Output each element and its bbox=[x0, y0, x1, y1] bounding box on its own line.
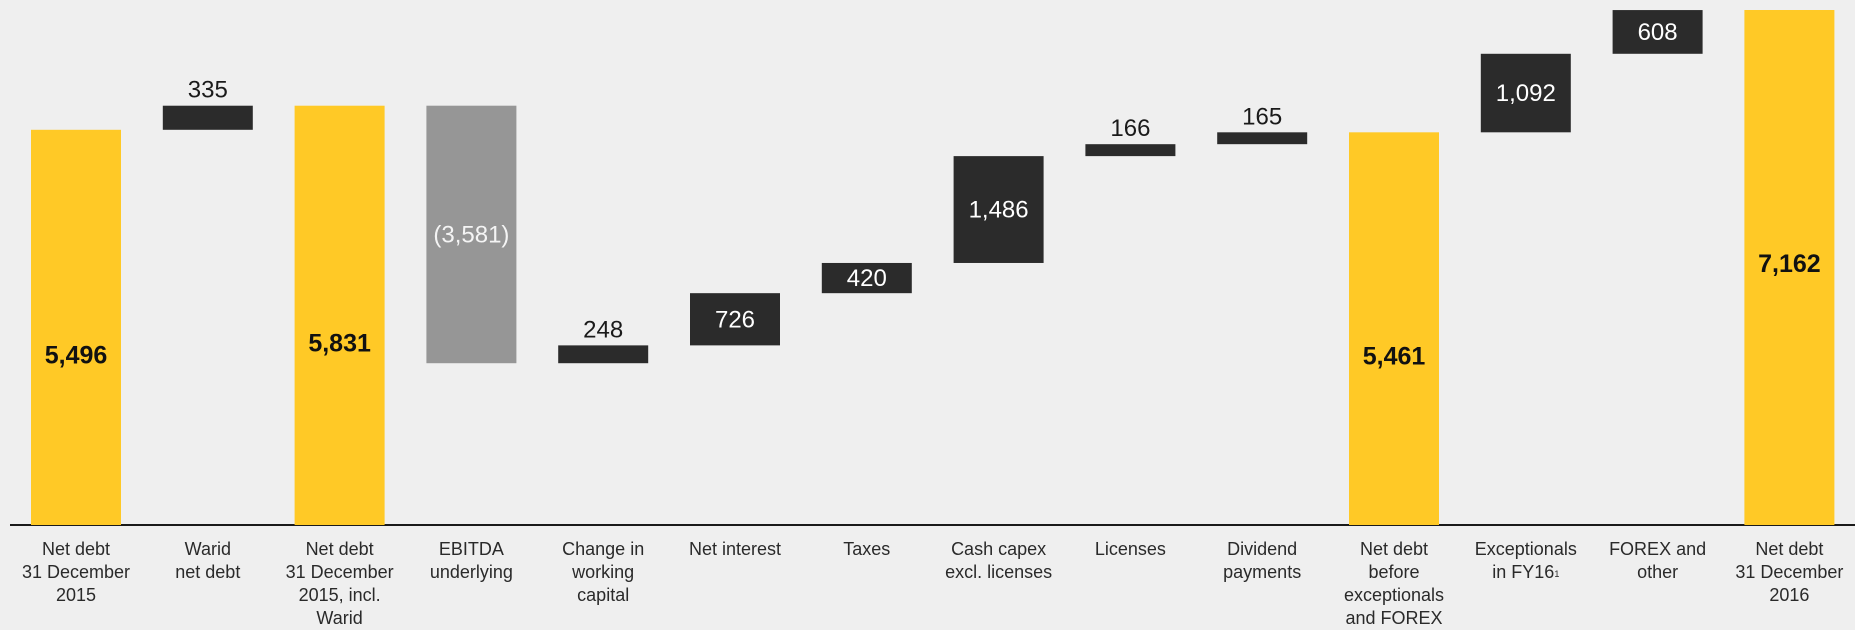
category-label: Licenses bbox=[1094, 539, 1166, 559]
bar-increase bbox=[1480, 53, 1571, 133]
bar-value-label: 166 bbox=[1110, 115, 1150, 142]
bar-increase bbox=[821, 262, 912, 294]
category-label: Net interest bbox=[688, 539, 782, 559]
bar-value-label: 7,162 bbox=[1758, 250, 1821, 278]
bar-total bbox=[294, 105, 385, 525]
bar-increase bbox=[690, 293, 780, 346]
bar-value-label: 420 bbox=[847, 265, 887, 292]
bar-value-label: 1,486 bbox=[969, 197, 1029, 224]
category-label: FOREX and other bbox=[1609, 539, 1707, 582]
category-label: Exceptionals in FY161 bbox=[1474, 539, 1577, 582]
category-label: Net debt 31 December 2015, incl. Warid bbox=[285, 539, 394, 628]
bar-increase bbox=[162, 105, 253, 130]
category-label: Warid net debt bbox=[175, 539, 241, 582]
bar-value-label: 248 bbox=[583, 316, 623, 343]
category-label: Net debt 31 December 2016 bbox=[1735, 539, 1844, 605]
bar-increase bbox=[558, 345, 649, 364]
bar-total bbox=[1349, 132, 1439, 525]
bar-value-label: (3,581) bbox=[433, 221, 509, 248]
bar-value-label: 165 bbox=[1242, 103, 1282, 130]
bar-value-label: 5,831 bbox=[308, 329, 371, 357]
category-label: Cash capex excl. licenses bbox=[945, 539, 1053, 582]
bar-increase bbox=[1217, 132, 1308, 145]
category-label: Net debt 31 December 2015 bbox=[21, 539, 131, 605]
bar-value-label: 726 bbox=[715, 306, 755, 333]
category-label: Net debt before exceptionals and FOREX bbox=[1343, 539, 1445, 628]
bar-total bbox=[1744, 10, 1835, 525]
category-label: Change in working capital bbox=[562, 539, 645, 605]
category-label: EBITDA underlying bbox=[429, 539, 513, 582]
bar-value-label: 1,092 bbox=[1496, 80, 1556, 107]
bar-value-label: 608 bbox=[1638, 19, 1678, 46]
bar-value-label: 335 bbox=[188, 77, 228, 104]
bar-increase bbox=[953, 156, 1044, 263]
bar-decrease bbox=[426, 105, 517, 364]
bar-increase bbox=[1612, 10, 1703, 54]
bar-value-label: 5,461 bbox=[1363, 343, 1426, 371]
bar-total bbox=[31, 129, 121, 525]
category-label: Dividend payments bbox=[1223, 539, 1302, 582]
bar-increase bbox=[1085, 144, 1176, 157]
footnote-marker: 1 bbox=[1554, 569, 1560, 579]
category-label: Taxes bbox=[843, 539, 891, 559]
bar-value-label: 5,496 bbox=[45, 341, 108, 369]
